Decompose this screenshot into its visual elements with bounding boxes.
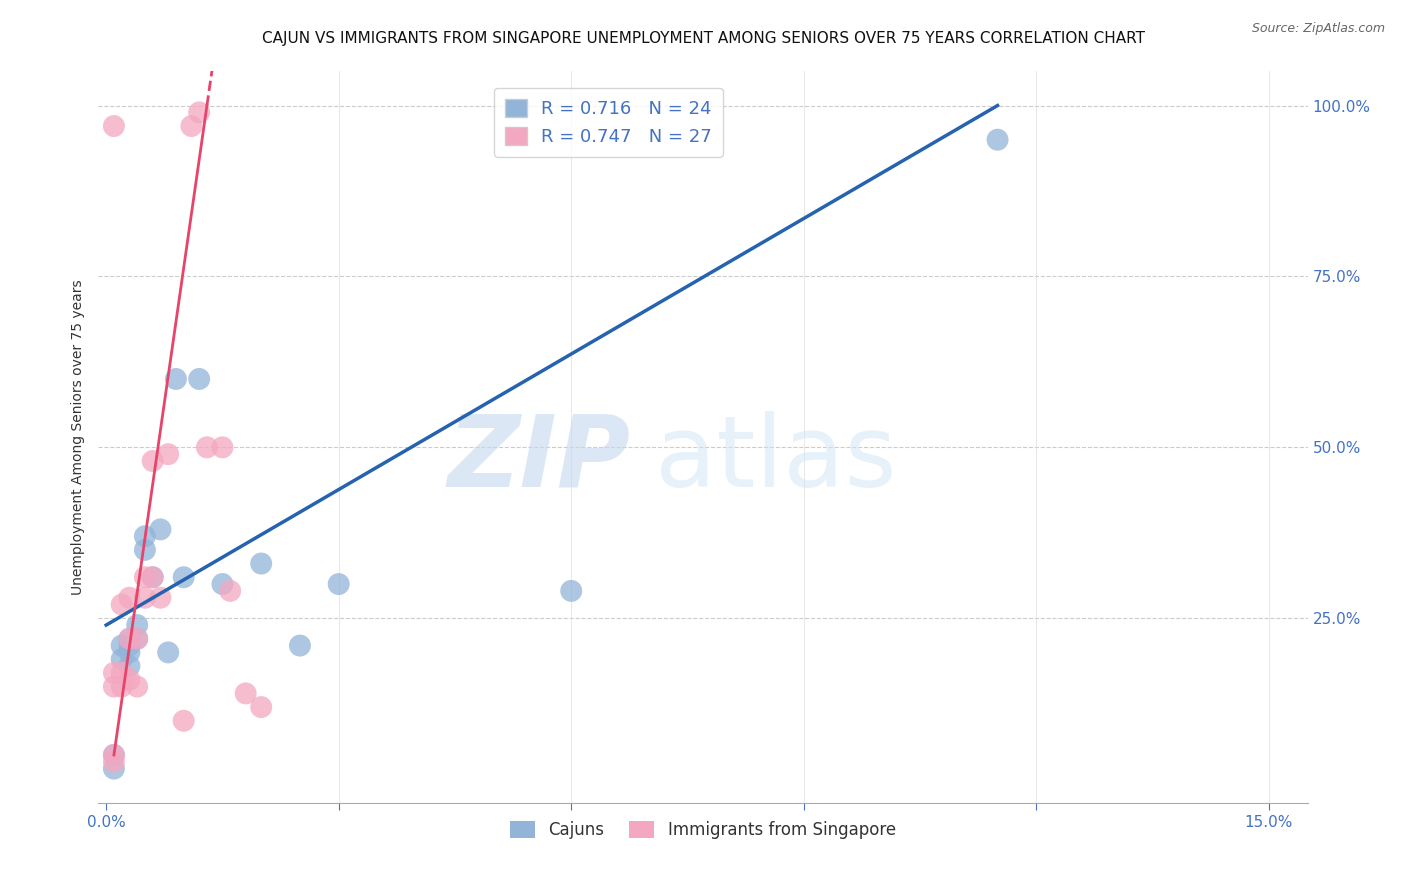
Point [188, 105, 211, 120]
Point [134, 529, 156, 543]
Point [157, 645, 180, 659]
Point [134, 570, 156, 584]
Point [127, 632, 149, 646]
Text: Source: ZipAtlas.com: Source: ZipAtlas.com [1251, 22, 1385, 36]
Point [127, 680, 149, 694]
Point [173, 570, 195, 584]
Point [111, 665, 134, 680]
Point [149, 591, 172, 605]
Point [142, 570, 165, 584]
Point [103, 747, 125, 762]
Point [111, 652, 134, 666]
Point [118, 632, 141, 646]
Point [188, 372, 211, 386]
Point [142, 454, 165, 468]
Point [103, 665, 125, 680]
Point [560, 583, 582, 598]
Point [250, 700, 273, 714]
Point [165, 372, 187, 386]
Point [118, 659, 141, 673]
Point [103, 747, 125, 762]
Point [127, 618, 149, 632]
Point [103, 119, 125, 133]
Point [250, 557, 273, 571]
Point [118, 632, 141, 646]
Point [127, 632, 149, 646]
Point [219, 583, 242, 598]
Text: CAJUN VS IMMIGRANTS FROM SINGAPORE UNEMPLOYMENT AMONG SENIORS OVER 75 YEARS CORR: CAJUN VS IMMIGRANTS FROM SINGAPORE UNEMP… [262, 31, 1144, 46]
Point [173, 714, 195, 728]
Point [134, 542, 156, 557]
Point [211, 440, 233, 454]
Point [103, 680, 125, 694]
Legend: Cajuns, Immigrants from Singapore: Cajuns, Immigrants from Singapore [503, 814, 903, 846]
Point [986, 133, 1008, 147]
Text: atlas: atlas [655, 410, 896, 508]
Point [328, 577, 350, 591]
Point [118, 645, 141, 659]
Point [134, 591, 156, 605]
Point [235, 686, 257, 700]
Point [111, 598, 134, 612]
Point [195, 440, 218, 454]
Point [180, 119, 202, 133]
Point [149, 522, 172, 536]
Point [142, 570, 165, 584]
Point [103, 755, 125, 769]
Y-axis label: Unemployment Among Seniors over 75 years: Unemployment Among Seniors over 75 years [70, 279, 84, 595]
Point [111, 680, 134, 694]
Point [118, 639, 141, 653]
Point [118, 673, 141, 687]
Point [118, 591, 141, 605]
Point [111, 639, 134, 653]
Point [288, 639, 311, 653]
Text: ZIP: ZIP [447, 410, 630, 508]
Point [157, 447, 180, 461]
Point [103, 762, 125, 776]
Point [211, 577, 233, 591]
